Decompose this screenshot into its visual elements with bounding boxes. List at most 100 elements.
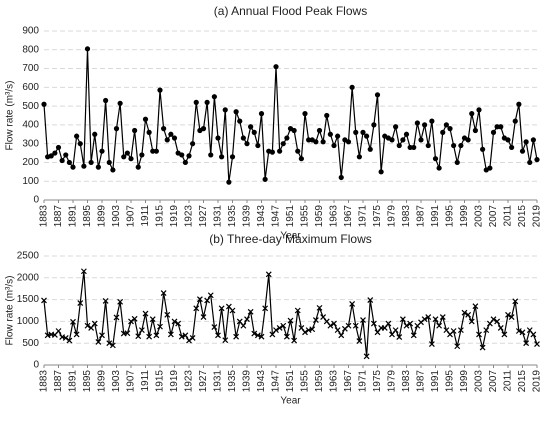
marker (363, 353, 370, 360)
x-tick-label: 1899 (97, 205, 108, 228)
marker (501, 331, 508, 338)
marker (80, 268, 87, 275)
marker (73, 331, 80, 338)
marker (138, 327, 145, 334)
x-tick-label: 1931 (213, 205, 224, 228)
y-tick-label: 300 (22, 138, 39, 149)
marker (396, 334, 403, 341)
marker (334, 327, 341, 334)
x-tick-label: 1883 (39, 370, 50, 393)
x-tick-label: 1971 (358, 205, 369, 228)
marker (182, 332, 189, 339)
marker (128, 156, 134, 162)
chart: (b) Three-day Maximum Flows 0 500 1000 1500 2… (5, 232, 543, 406)
x-tick-label: 2003 (474, 370, 485, 393)
marker (364, 133, 370, 139)
marker (103, 97, 109, 104)
marker (146, 129, 152, 135)
marker (312, 317, 319, 324)
marker (251, 129, 257, 135)
y-axis-label: Flow rate (m³/s) (5, 81, 16, 151)
marker (207, 292, 214, 299)
x-tick-label: 1987 (416, 370, 427, 393)
marker (132, 127, 138, 134)
marker (487, 165, 493, 171)
marker (244, 141, 250, 147)
marker (396, 142, 402, 149)
marker (226, 179, 232, 185)
marker (153, 148, 159, 154)
marker (461, 309, 468, 316)
marker (62, 335, 69, 341)
x-tick-label: 1983 (401, 370, 412, 393)
marker (70, 164, 76, 170)
marker (418, 137, 424, 143)
x-tick-label: 1947 (271, 205, 282, 228)
marker (121, 154, 127, 160)
x-tick-label: 1991 (430, 205, 441, 228)
marker (280, 141, 286, 147)
marker (411, 144, 417, 151)
y-tick-label: 900 (22, 26, 39, 37)
marker (440, 129, 446, 135)
marker (472, 127, 478, 134)
marker (55, 144, 62, 151)
marker (302, 329, 308, 336)
marker (367, 146, 373, 152)
marker (233, 333, 240, 340)
x-tick-label: 1979 (387, 205, 398, 228)
marker (516, 101, 522, 107)
marker (458, 142, 464, 149)
marker (135, 164, 141, 170)
marker (88, 159, 94, 166)
marker (454, 159, 460, 166)
marker (211, 324, 218, 330)
x-tick-label: 1939 (242, 205, 253, 228)
marker (146, 333, 153, 340)
marker (345, 322, 352, 329)
marker (443, 122, 449, 128)
x-tick-label: 1975 (372, 205, 383, 228)
x-tick-label: 1935 (227, 205, 238, 228)
marker (447, 126, 453, 132)
y-tick-label: 2500 (17, 251, 40, 262)
marker (294, 307, 301, 314)
marker (211, 94, 217, 100)
marker (356, 338, 363, 344)
x-tick-label: 1971 (358, 370, 369, 393)
x-tick-label: 1995 (445, 370, 456, 393)
marker (392, 327, 399, 334)
x-tick-label: 1907 (126, 205, 137, 228)
x-tick-label: 1947 (271, 370, 282, 393)
marker (306, 137, 312, 143)
marker (349, 301, 356, 307)
x-tick-label: 1999 (459, 205, 470, 228)
x-tick-label: 1979 (387, 370, 398, 393)
marker (215, 332, 221, 339)
x-tick-label: 1895 (82, 205, 93, 228)
marker (157, 87, 163, 93)
marker (215, 135, 221, 141)
y-tick-label: 400 (22, 120, 39, 131)
marker (331, 320, 337, 327)
marker (74, 133, 80, 139)
chart-title: (a) Annual Flood Peak Flows (214, 4, 367, 18)
marker (527, 159, 533, 166)
x-tick-label: 2019 (532, 370, 543, 393)
marker (204, 297, 211, 304)
chart: (a) Annual Flood Peak Flows 0 100 200 300 400… (5, 4, 543, 241)
marker (255, 142, 261, 149)
marker (117, 100, 123, 106)
marker (450, 328, 457, 334)
marker (95, 164, 101, 170)
marker (262, 305, 269, 312)
marker (150, 148, 156, 154)
marker (367, 297, 374, 303)
marker (258, 333, 265, 340)
marker (429, 118, 435, 124)
marker (193, 305, 200, 312)
marker (167, 331, 174, 338)
marker (182, 159, 188, 166)
marker (421, 316, 428, 323)
marker (113, 126, 120, 132)
